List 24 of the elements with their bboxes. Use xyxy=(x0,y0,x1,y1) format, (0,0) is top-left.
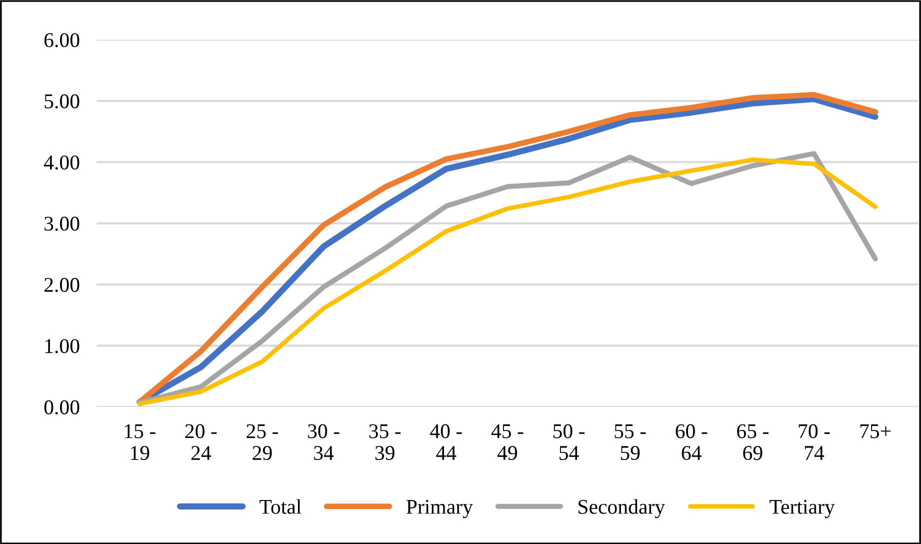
y-tick-label: 2.00 xyxy=(44,278,80,292)
legend-label: Primary xyxy=(406,500,473,518)
x-tick-label: 25 - 29 xyxy=(246,424,278,460)
y-tick-label: 6.00 xyxy=(44,33,80,48)
x-tick-label: 40 - 44 xyxy=(430,424,462,460)
x-tick-label: 55 - 59 xyxy=(614,424,646,460)
x-tick-label: 50 - 54 xyxy=(554,424,585,460)
x-tick-label: 60 - 64 xyxy=(676,424,708,460)
x-tick-label: 75+ xyxy=(860,424,891,438)
x-tick-label: 30 - 34 xyxy=(308,424,340,460)
legend-label: Secondary xyxy=(578,499,666,518)
y-tick-label: 1.00 xyxy=(45,339,80,354)
x-tick-label: 70 - 74 xyxy=(798,424,830,460)
legend-label: Total xyxy=(260,499,302,514)
y-tick-label: 5.00 xyxy=(44,94,80,108)
y-tick-label: 4.00 xyxy=(44,155,80,170)
y-tick-label: 0.00 xyxy=(44,400,80,414)
x-tick-label: 20 - 24 xyxy=(185,424,217,460)
x-tick-label: 15 - 19 xyxy=(124,424,156,460)
y-tick-label: 3.00 xyxy=(44,216,80,231)
x-tick-label: 65 - 69 xyxy=(737,424,768,460)
x-tick-label: 45 - 49 xyxy=(491,424,524,460)
x-tick-label: 35 - 39 xyxy=(369,424,401,460)
legend-label: Tertiary xyxy=(770,500,835,518)
